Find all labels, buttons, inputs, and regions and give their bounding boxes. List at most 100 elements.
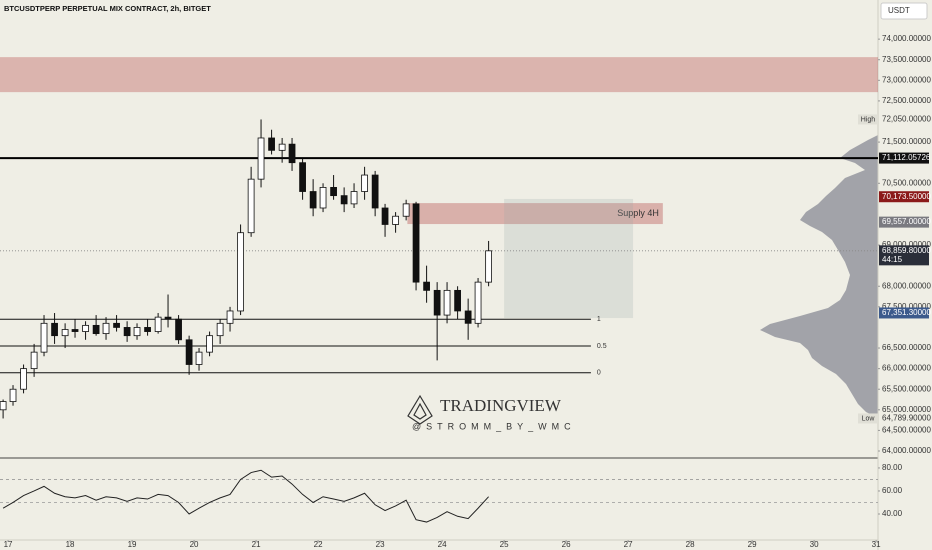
- price-tag-label: 68,859.80000: [882, 246, 931, 255]
- x-tick-label: 17: [4, 540, 13, 549]
- price-tag: [879, 216, 929, 228]
- fib-label: 0.5: [597, 343, 607, 350]
- y-tick-label: 73,500.00000: [882, 55, 931, 64]
- y-tick-label: 72,500.00000: [882, 96, 931, 105]
- currency-label[interactable]: USDT: [888, 6, 910, 15]
- y-tick-label: 71,500.00000: [882, 137, 931, 146]
- candle-body: [474, 281, 482, 324]
- watermark-text: TRADINGVIEW: [440, 396, 562, 415]
- watermark-logo: [407, 394, 433, 425]
- x-tick-label: 25: [500, 540, 509, 549]
- y-tick-label: 66,000.00000: [882, 364, 931, 373]
- candle-body: [206, 335, 213, 353]
- x-tick-label: 30: [810, 540, 819, 549]
- candle-body: [309, 191, 317, 209]
- y-tick-label: 69,000.00000: [882, 240, 931, 249]
- candle-body: [423, 281, 430, 291]
- y-tick-label: 64,500.00000: [882, 426, 931, 435]
- candle-body: [381, 207, 389, 225]
- candle-body: [433, 289, 441, 316]
- rsi-y-tick-label: 40.00: [882, 509, 903, 518]
- candle-body: [216, 322, 224, 337]
- candle-body: [226, 310, 234, 324]
- y-tick-label: 67,500.00000: [882, 302, 931, 311]
- candle-body: [133, 327, 141, 337]
- x-tick-label: 20: [190, 540, 199, 549]
- zone: [0, 57, 878, 93]
- candle-body: [299, 162, 306, 192]
- price-tag-label: 71,112.05726: [882, 153, 931, 162]
- fib-label: 1: [597, 316, 601, 323]
- candle-body: [113, 322, 120, 328]
- candle-body: [195, 351, 203, 365]
- candle-body: [371, 174, 379, 209]
- candle-body: [71, 329, 79, 332]
- price-tag: [879, 152, 929, 164]
- x-tick-label: 28: [686, 540, 695, 549]
- y-tick-label: 68,000.00000: [882, 281, 931, 290]
- candle-body: [164, 316, 172, 320]
- candle-body: [61, 329, 69, 337]
- candle-body: [340, 195, 348, 205]
- price-tag-label: 69,557.00000: [882, 217, 931, 226]
- y-tick-label: 70,500.00000: [882, 178, 931, 187]
- price-tag: [879, 245, 929, 266]
- candle-body: [454, 289, 461, 312]
- candle-body: [350, 191, 358, 205]
- candle-body: [82, 324, 89, 332]
- candle-body: [144, 327, 151, 332]
- price-tag: [879, 191, 929, 203]
- zone: [407, 203, 663, 225]
- price-tag: [879, 307, 929, 319]
- y-tick-label: 65,000.00000: [882, 405, 931, 414]
- zone: [504, 198, 634, 319]
- y-tick-label: 66,500.00000: [882, 343, 931, 352]
- rsi-y-tick-label: 80.00: [882, 463, 903, 472]
- zone-label: Supply 4H: [617, 208, 659, 218]
- candle-body: [485, 250, 492, 283]
- rsi-line: [2, 469, 489, 523]
- rsi-y-tick-label: 60.00: [882, 486, 903, 495]
- extreme-name: High: [861, 116, 876, 123]
- fib-label: 0: [597, 370, 601, 377]
- candle-body: [51, 322, 58, 337]
- candle-body: [268, 137, 275, 151]
- chart-title: BTCUSDTPERP PERPETUAL MIX CONTRACT, 2h, …: [4, 4, 211, 13]
- extreme-name: Low: [862, 415, 876, 422]
- x-tick-label: 31: [872, 540, 881, 549]
- y-tick-label: 64,000.00000: [882, 446, 931, 455]
- y-tick-label: 65,500.00000: [882, 384, 931, 393]
- price-tag-label: 70,173.50000: [882, 192, 931, 201]
- candle-body: [237, 232, 244, 312]
- candle-body: [412, 203, 420, 283]
- extreme-tag: [858, 114, 878, 125]
- candle-body: [443, 289, 451, 316]
- candle-body: [257, 137, 265, 180]
- x-tick-label: 18: [66, 540, 75, 549]
- extreme-label: 64,789.90000: [882, 414, 931, 423]
- candle-body: [102, 322, 110, 335]
- candle-body: [288, 143, 296, 164]
- x-tick-label: 22: [314, 540, 323, 549]
- candle-body: [40, 322, 48, 353]
- x-tick-label: 26: [562, 540, 571, 549]
- x-tick-label: 19: [128, 540, 137, 549]
- watermark-user: @STROMM_BY_WMC: [412, 421, 576, 431]
- x-tick-label: 27: [624, 540, 633, 549]
- candle-body: [175, 318, 182, 341]
- price-countdown: 44:15: [882, 255, 903, 264]
- currency-button[interactable]: [880, 2, 928, 20]
- y-tick-label: 74,000.00000: [882, 34, 931, 43]
- candle-body: [9, 388, 17, 402]
- candle-body: [154, 316, 162, 332]
- candle-body: [92, 324, 100, 335]
- candle-body: [402, 203, 410, 217]
- candle-body: [278, 143, 286, 151]
- x-tick-label: 23: [376, 540, 385, 549]
- candle-body: [185, 339, 193, 365]
- candle-body: [464, 310, 472, 324]
- candle-body: [330, 187, 337, 197]
- candle-body: [0, 401, 7, 411]
- candle-body: [319, 187, 327, 209]
